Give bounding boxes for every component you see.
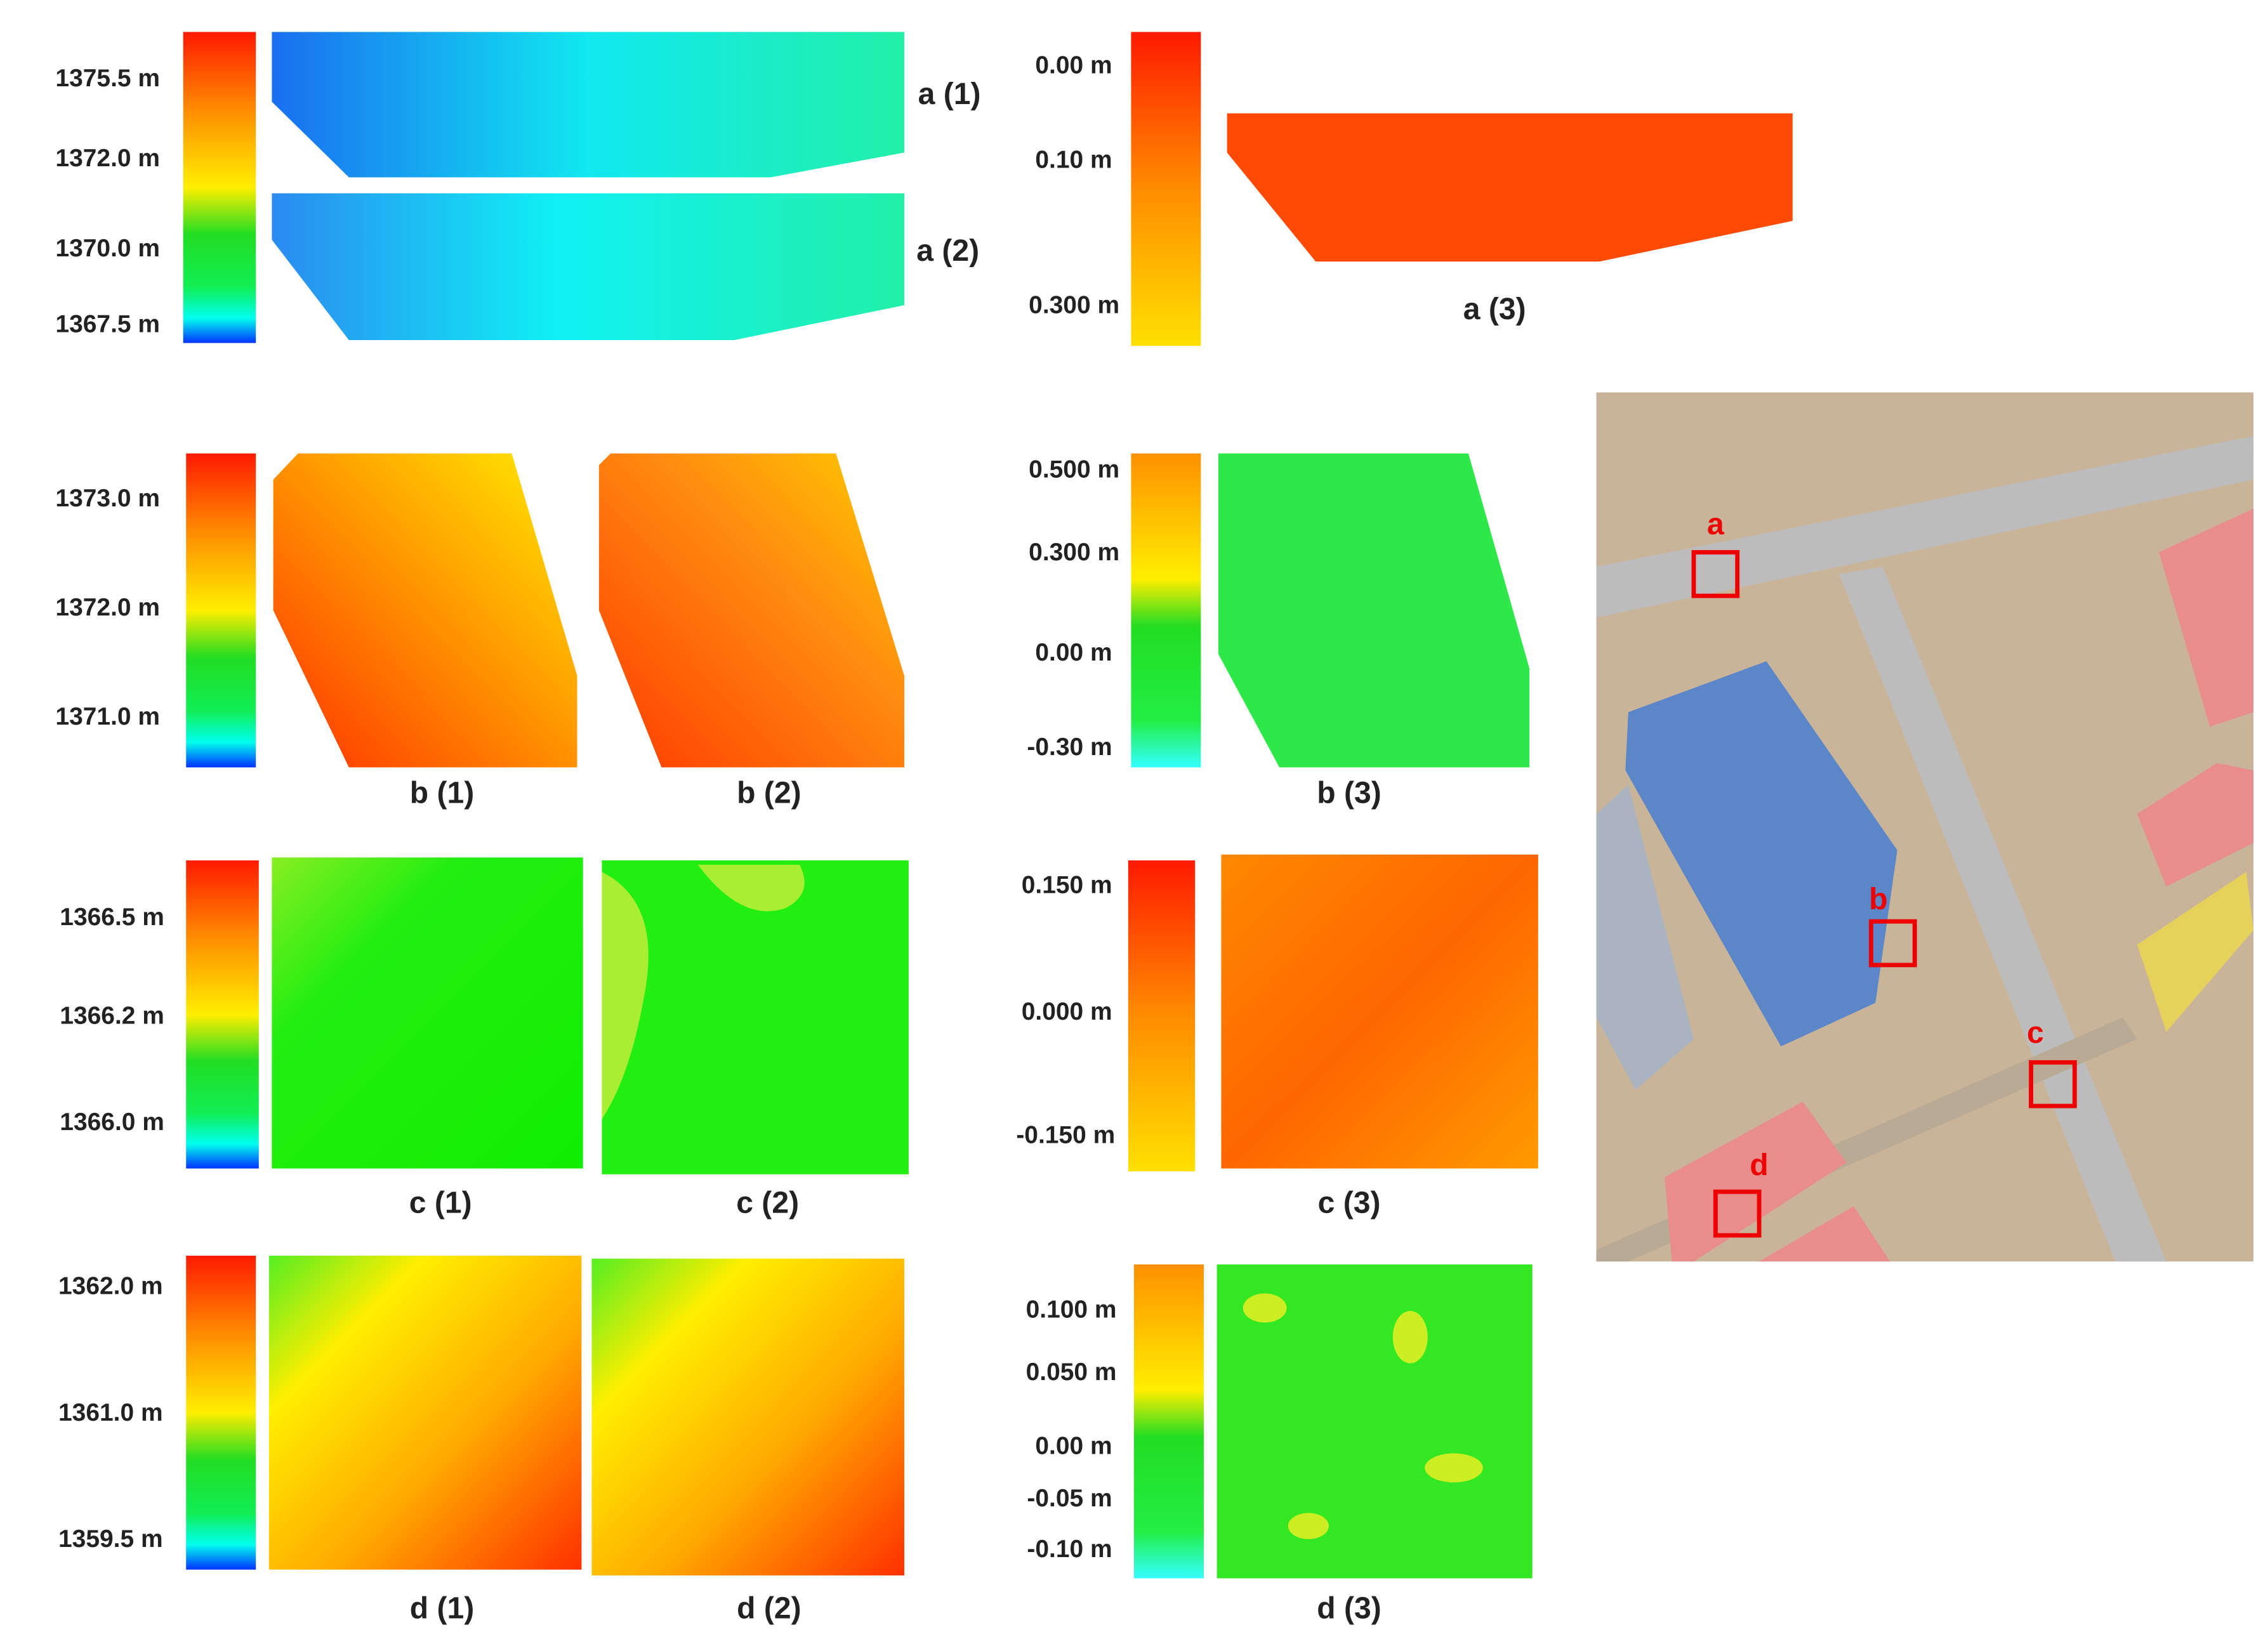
scale-label: 0.050 m (1026, 1358, 1117, 1386)
scale-label: -0.150 m (1016, 1121, 1115, 1148)
scale-label: 0.10 m (1035, 147, 1112, 174)
scale-label: -0.10 m (1027, 1536, 1112, 1563)
colorbar (1134, 1264, 1204, 1579)
panel-label: b (2) (737, 776, 801, 810)
panel-label: a (1) (918, 77, 981, 111)
scale-label: -0.30 m (1027, 733, 1112, 761)
scale-label: 0.150 m (1022, 871, 1112, 898)
marker-box (1691, 549, 1740, 598)
colorbar (183, 32, 256, 343)
colorbar (186, 860, 259, 1169)
scale-label: 1367.5 m (55, 310, 160, 338)
colorbar (186, 1255, 256, 1570)
scale-label: 0.300 m (1029, 539, 1119, 566)
panel-label: b (3) (1317, 776, 1381, 810)
marker-box (1713, 1189, 1762, 1238)
scale-label: 1370.0 m (55, 235, 160, 262)
dem-panel (268, 1255, 582, 1570)
map-markers (1691, 549, 2077, 1238)
panel-label: a (3) (1463, 292, 1526, 326)
panel-label: d (3) (1317, 1591, 1381, 1626)
scale-label: 1366.5 m (60, 904, 164, 931)
marker-box (2029, 1060, 2077, 1108)
dem-panel (602, 860, 909, 1174)
panel-label: b (1) (410, 776, 475, 810)
panel-label: c (3) (1318, 1186, 1381, 1220)
colorbar (1128, 860, 1196, 1172)
scale-label: 0.500 m (1029, 456, 1119, 483)
dem-panel (598, 453, 905, 768)
colorbar (1131, 453, 1201, 768)
scale-label: 0.100 m (1026, 1296, 1117, 1323)
scale-label: 1361.0 m (58, 1399, 163, 1426)
scale-label: 1373.0 m (55, 485, 160, 512)
marker-label: a (1707, 507, 1725, 541)
scale-label: 0.00 m (1035, 1433, 1112, 1460)
colorbar (186, 453, 256, 768)
dem-panel (272, 193, 905, 340)
difference-panel (1218, 453, 1530, 768)
difference-panel (1221, 854, 1538, 1169)
panel-label: d (2) (737, 1591, 801, 1626)
dem-panel (591, 1258, 905, 1575)
colorbar (1131, 32, 1201, 346)
scale-label: 1366.2 m (60, 1003, 164, 1030)
scale-label: 0.300 m (1029, 292, 1119, 319)
scale-label: 1362.0 m (58, 1273, 163, 1300)
dem-panel (272, 32, 905, 178)
marker-label: d (1750, 1148, 1768, 1182)
marker-label: b (1869, 882, 1887, 916)
satellite-map (1596, 392, 2254, 1262)
dem-panel (273, 453, 577, 768)
scale-label: 1371.0 m (55, 703, 160, 730)
scale-label: 0.00 m (1035, 52, 1112, 79)
scale-label: 1372.0 m (55, 145, 160, 172)
scale-label: 0.000 m (1022, 998, 1112, 1025)
texture (1243, 1293, 1483, 1539)
marker-label: c (2027, 1016, 2044, 1050)
dem-panel (272, 857, 583, 1169)
difference-panel (1227, 113, 1793, 262)
scale-label: 0.00 m (1035, 639, 1112, 666)
scale-label: 1366.0 m (60, 1108, 164, 1136)
scale-label: 1375.5 m (55, 65, 160, 92)
scale-label: 1372.0 m (55, 594, 160, 621)
panel-label: a (2) (916, 234, 979, 268)
panel-label: d (1) (410, 1591, 475, 1626)
scale-label: -0.05 m (1027, 1485, 1112, 1512)
panel-label: c (1) (409, 1186, 472, 1220)
marker-box (1869, 919, 1917, 968)
scale-label: 1359.5 m (58, 1525, 163, 1553)
texture (602, 864, 805, 1119)
panel-label: c (2) (736, 1186, 799, 1220)
